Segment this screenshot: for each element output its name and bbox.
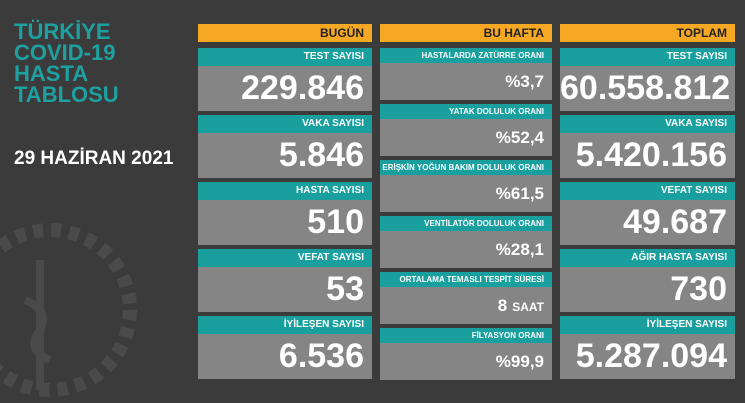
title-line: TÜRKİYE [14, 19, 111, 44]
stat-value-box: 229.846 [198, 66, 372, 111]
stat-value-box: 60.558.812 [560, 66, 735, 111]
stat-value: 5.420.156 [575, 136, 727, 174]
stat-label: YATAK DOLULUK ORANI [380, 104, 552, 119]
date: 29 HAZİRAN 2021 [14, 148, 174, 169]
stat-label: TEST SAYISI [198, 48, 372, 66]
stat-value-box: 6.536 [198, 334, 372, 379]
stat-value-box: 5.420.156 [560, 133, 735, 178]
stat-value: 53 [326, 270, 364, 308]
stat-value-box: %52,4 [380, 119, 552, 156]
stat-value-box: %3,7 [380, 63, 552, 100]
stat-label: VEFAT SAYISI [198, 249, 372, 267]
stat-value: 60.558.812 [560, 69, 731, 107]
stat-value-box: 8 SAAT [380, 287, 552, 324]
stat-label: İYİLEŞEN SAYISI [198, 316, 372, 334]
stat-value: 8 [497, 296, 508, 315]
column-header: TOPLAM [560, 24, 735, 42]
title-line: COVID-19 [14, 40, 116, 65]
stat-value-box: %61,5 [380, 175, 552, 212]
stat-value: %99,9 [495, 352, 544, 371]
stat-value: 5.846 [278, 136, 364, 174]
stat-value-box: %99,9 [380, 343, 552, 380]
stat-value: 730 [670, 270, 727, 308]
stat-label: VAKA SAYISI [560, 115, 735, 133]
stat-label: HASTALARDA ZATÜRRE ORANI [380, 48, 552, 63]
stat-value-box: %28,1 [380, 231, 552, 268]
stat-value: %28,1 [495, 240, 544, 259]
title-line: TABLOSU [14, 82, 119, 107]
stat-value: 49.687 [623, 203, 727, 241]
stat-value-box: 5.287.094 [560, 334, 735, 379]
stat-label: VEFAT SAYISI [560, 182, 735, 200]
emblem [0, 223, 137, 397]
stat-value: 229.846 [241, 69, 364, 107]
stat-label: ERİŞKİN YOĞUN BAKIM DOLULUK ORANI [380, 160, 552, 175]
stat-label: İYİLEŞEN SAYISI [560, 316, 735, 334]
stat-label: TEST SAYISI [560, 48, 735, 66]
stat-unit: SAAT [512, 300, 544, 314]
stat-label: FİLYASYON ORANI [380, 328, 552, 343]
stat-label: ORTALAMA TEMASLI TESPİT SÜRESİ [380, 272, 552, 287]
stat-value: 6.536 [278, 337, 364, 375]
stat-value: %3,7 [505, 72, 544, 91]
stat-value-box: 510 [198, 200, 372, 245]
title-line: HASTA [14, 61, 89, 86]
stat-value-box: 730 [560, 267, 735, 312]
stat-value: %61,5 [495, 184, 544, 203]
stat-label: HASTA SAYISI [198, 182, 372, 200]
stat-value: %52,4 [495, 128, 544, 147]
stat-value: 5.287.094 [575, 337, 727, 375]
stat-label: AĞIR HASTA SAYISI [560, 249, 735, 267]
stat-value-box: 5.846 [198, 133, 372, 178]
stat-value-box: 53 [198, 267, 372, 312]
stat-label: VENTİLATÖR DOLULUK ORANI [380, 216, 552, 231]
column-header: BU HAFTA [380, 24, 552, 42]
stat-label: VAKA SAYISI [198, 115, 372, 133]
stat-value: 510 [307, 203, 364, 241]
stat-value-box: 49.687 [560, 200, 735, 245]
column-header: BUGÜN [198, 24, 372, 42]
